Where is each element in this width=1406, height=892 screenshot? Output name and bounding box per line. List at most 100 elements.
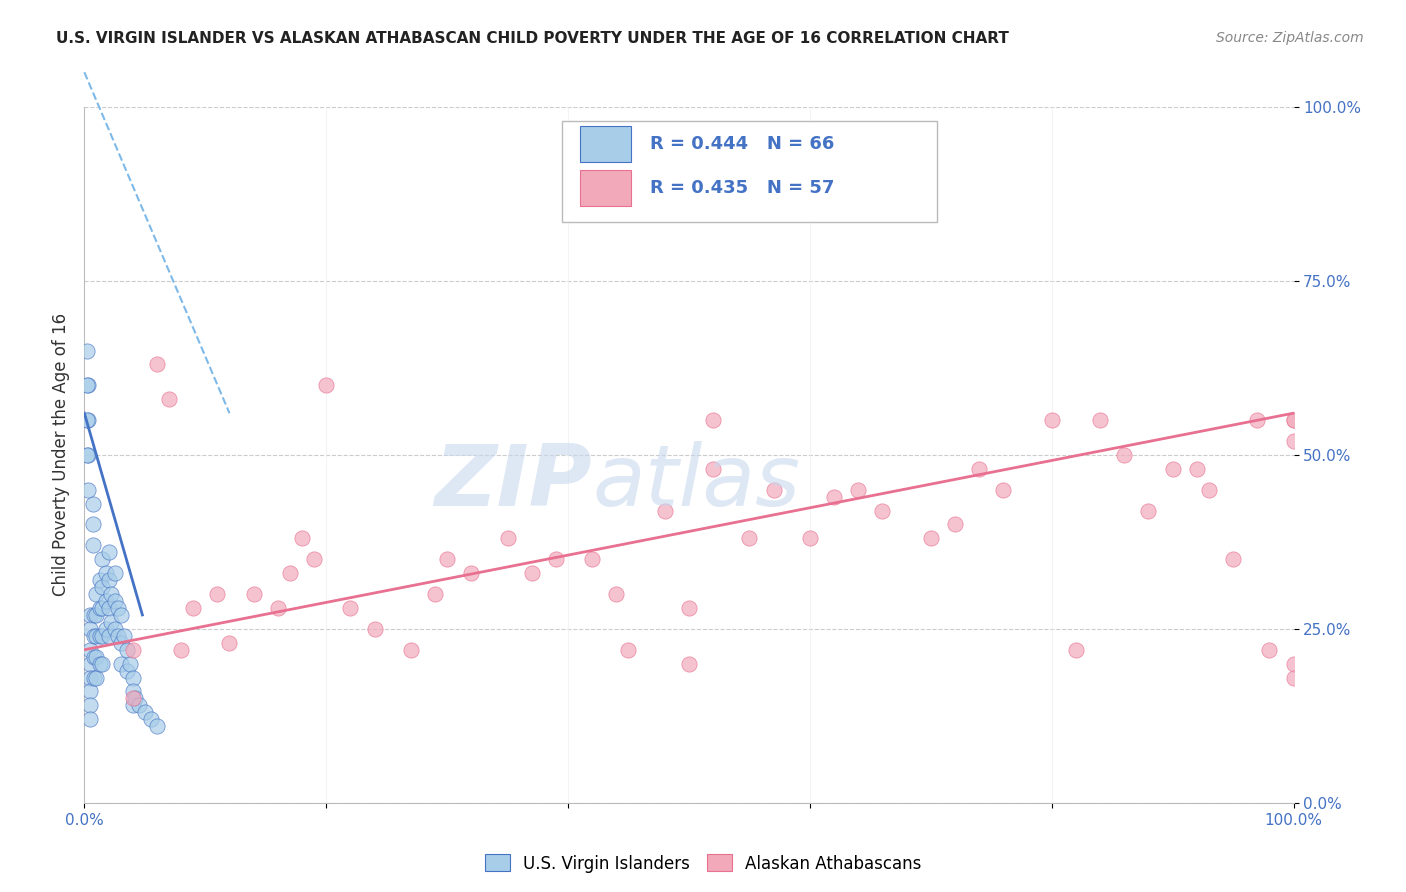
Text: R = 0.444   N = 66: R = 0.444 N = 66 xyxy=(650,135,835,153)
Point xyxy=(100,615,122,629)
Point xyxy=(181,601,204,615)
Point xyxy=(460,566,482,581)
FancyBboxPatch shape xyxy=(562,121,936,222)
Point xyxy=(121,642,143,657)
Point xyxy=(278,566,301,581)
Point xyxy=(86,607,108,622)
Point xyxy=(146,358,169,372)
Point xyxy=(267,601,290,615)
Point xyxy=(872,503,894,517)
Point xyxy=(702,413,724,427)
Point xyxy=(82,517,104,532)
Point xyxy=(678,657,700,671)
Point xyxy=(91,580,114,594)
Point xyxy=(77,448,100,462)
Point xyxy=(423,587,446,601)
Text: ZIP: ZIP xyxy=(434,442,592,524)
Point xyxy=(1282,413,1305,427)
Point xyxy=(79,684,101,698)
Point xyxy=(520,566,543,581)
Point xyxy=(124,691,146,706)
Text: U.S. VIRGIN ISLANDER VS ALASKAN ATHABASCAN CHILD POVERTY UNDER THE AGE OF 16 COR: U.S. VIRGIN ISLANDER VS ALASKAN ATHABASC… xyxy=(56,31,1010,46)
Point xyxy=(79,698,101,713)
Point xyxy=(82,538,104,552)
Text: R = 0.435   N = 57: R = 0.435 N = 57 xyxy=(650,178,835,197)
Point xyxy=(76,413,98,427)
Point xyxy=(846,483,869,497)
Point xyxy=(91,601,114,615)
Point xyxy=(91,657,114,671)
Point xyxy=(121,698,143,713)
FancyBboxPatch shape xyxy=(581,169,631,206)
Point xyxy=(100,587,122,601)
Point xyxy=(436,552,458,566)
Point xyxy=(993,483,1015,497)
Point xyxy=(544,552,567,566)
Point xyxy=(1064,642,1087,657)
Point xyxy=(104,622,127,636)
Point xyxy=(86,629,108,643)
Point xyxy=(79,607,101,622)
Point xyxy=(920,532,942,546)
Point xyxy=(115,642,138,657)
Point xyxy=(77,483,100,497)
Point xyxy=(89,629,111,643)
Point xyxy=(83,649,105,664)
Point xyxy=(120,657,142,671)
Point xyxy=(157,392,180,407)
Point xyxy=(654,503,676,517)
Point xyxy=(702,462,724,476)
Point xyxy=(110,607,132,622)
Point xyxy=(94,622,117,636)
Point xyxy=(799,532,821,546)
Point xyxy=(79,712,101,726)
Point xyxy=(617,642,640,657)
Point xyxy=(107,629,129,643)
Text: Source: ZipAtlas.com: Source: ZipAtlas.com xyxy=(1216,31,1364,45)
Point xyxy=(121,684,143,698)
Point xyxy=(242,587,264,601)
Point xyxy=(115,664,138,678)
Point xyxy=(1282,434,1305,448)
Point xyxy=(89,601,111,615)
Point xyxy=(1282,657,1305,671)
Point xyxy=(110,636,132,650)
Point xyxy=(94,594,117,608)
Point xyxy=(110,657,132,671)
Point xyxy=(1161,462,1184,476)
Point xyxy=(207,587,229,601)
Point xyxy=(112,629,135,643)
Point xyxy=(1198,483,1220,497)
Point xyxy=(79,642,101,657)
Point xyxy=(104,594,127,608)
Point xyxy=(89,573,111,587)
Point xyxy=(339,601,361,615)
Point xyxy=(1246,413,1268,427)
Point xyxy=(83,607,105,622)
Y-axis label: Child Poverty Under the Age of 16: Child Poverty Under the Age of 16 xyxy=(52,313,70,597)
Point xyxy=(1282,413,1305,427)
Point xyxy=(1088,413,1111,427)
Point xyxy=(399,642,422,657)
Point xyxy=(170,642,193,657)
Point xyxy=(1114,448,1136,462)
Point xyxy=(134,706,156,720)
Point xyxy=(605,587,627,601)
Point xyxy=(77,378,100,392)
Point xyxy=(738,532,761,546)
Point xyxy=(94,566,117,581)
Point xyxy=(1258,642,1281,657)
Point xyxy=(76,448,98,462)
Point xyxy=(363,622,385,636)
Point xyxy=(86,587,108,601)
Point xyxy=(1282,671,1305,685)
Point xyxy=(218,636,240,650)
Point xyxy=(107,601,129,615)
Point xyxy=(302,552,325,566)
Legend: U.S. Virgin Islanders, Alaskan Athabascans: U.S. Virgin Islanders, Alaskan Athabasca… xyxy=(478,847,928,880)
Point xyxy=(291,532,314,546)
Point xyxy=(97,545,120,559)
Point xyxy=(97,629,120,643)
Point xyxy=(79,657,101,671)
Point xyxy=(121,671,143,685)
